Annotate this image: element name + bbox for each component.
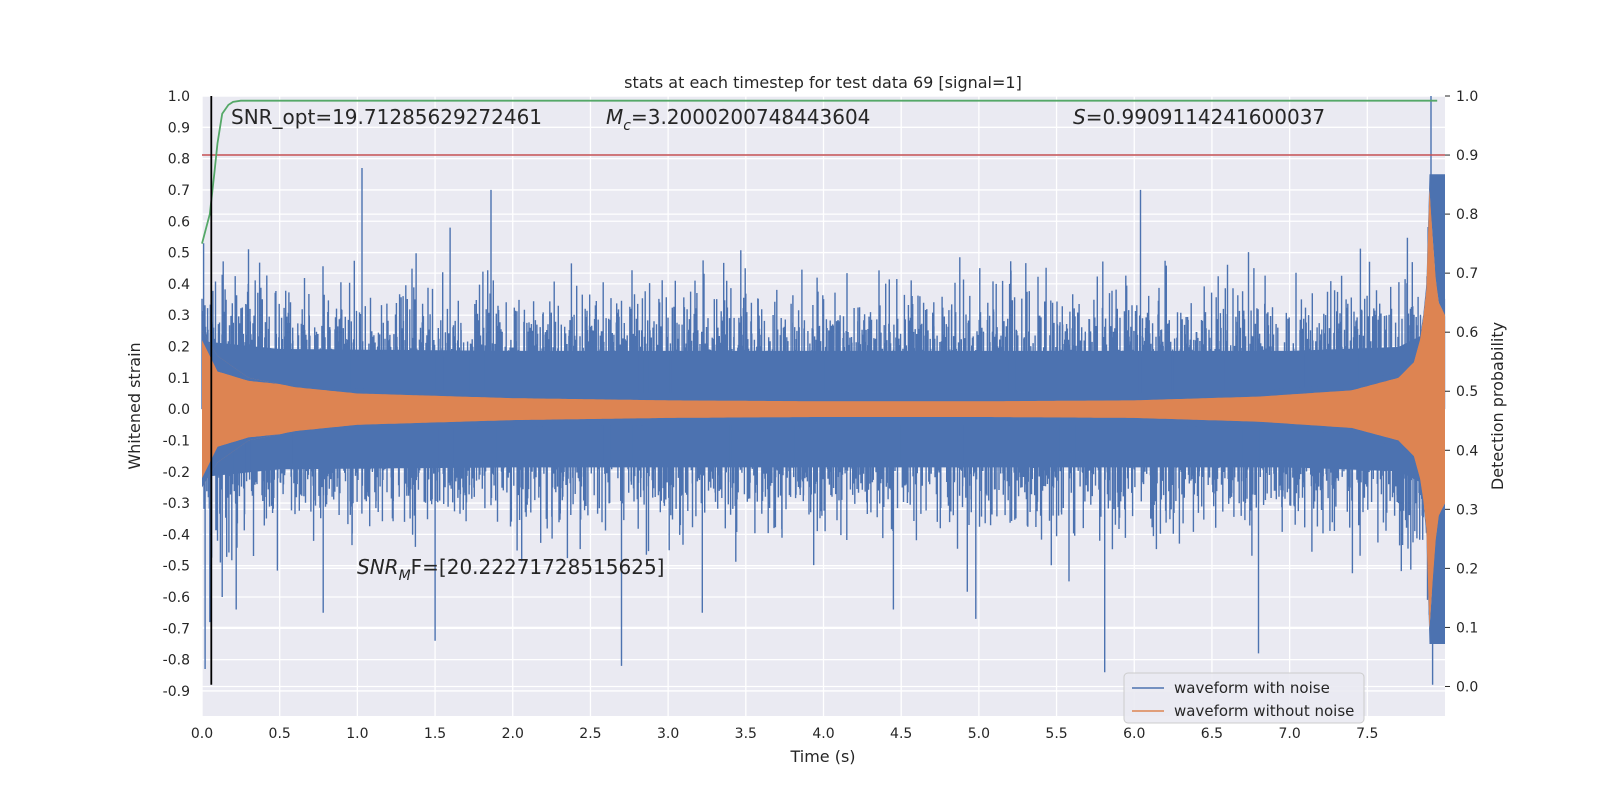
y-tick-label: -0.9	[163, 684, 190, 700]
x-tick-label: 5.5	[1045, 726, 1067, 742]
y-tick-label: 0.6	[168, 214, 190, 230]
axes: 0.0 0.5 1.0 1.5 2.0 2.5 3.0 3.5 4.0 4.5 5.0 5.5 6.0 6…	[163, 89, 1479, 742]
y-tick-label: 0.7	[168, 183, 190, 199]
legend-entry: waveform with noise	[1174, 679, 1330, 697]
noise-inner-edge	[202, 174, 1445, 645]
y-tick-label: 0.8	[168, 152, 190, 168]
x-tick-label: 1.5	[424, 726, 446, 742]
y2-tick-label: 0.3	[1456, 502, 1478, 518]
y-tick-label: 1.0	[168, 89, 190, 105]
annotation-chirp-mass: Mc=3.2000200748443604	[606, 105, 870, 134]
y2-tick-label: 0.9	[1456, 148, 1478, 164]
y2-axis-label: Detection probability	[1488, 322, 1507, 490]
snr-mf-subscript: M	[399, 568, 411, 584]
y2-tick-label: 0.4	[1456, 443, 1478, 459]
y-tick-label: -0.7	[163, 621, 190, 637]
chirp-core	[202, 189, 1445, 629]
y-tick-label: -0.8	[163, 653, 190, 669]
s-value: =0.9909114241600037	[1086, 105, 1325, 129]
y-tick-label: -0.1	[163, 433, 190, 449]
annotation-snr-mf: SNRMF=[20.22271728515625]	[357, 555, 664, 584]
x-tick-label: 3.0	[657, 726, 679, 742]
y2-tick-label: 0.8	[1456, 207, 1478, 223]
x-tick-label: 2.0	[502, 726, 524, 742]
y-tick-label: -0.6	[163, 590, 190, 606]
x-tick-label: 7.5	[1356, 726, 1378, 742]
x-tick-label: 4.5	[890, 726, 912, 742]
y-tick-label: 0.1	[168, 371, 190, 387]
x-tick-label: 7.0	[1278, 726, 1300, 742]
snr-mf-symbol: SNR	[357, 555, 399, 579]
x-tick-label: 5.0	[968, 726, 990, 742]
y-tick-label: 0.2	[168, 340, 190, 356]
chirp-mass-subscript: c	[623, 118, 631, 134]
y-axis-label: Whitened strain	[125, 342, 144, 469]
chart-title: stats at each timestep for test data 69 …	[624, 73, 1022, 92]
x-tick-label: 3.5	[735, 726, 757, 742]
series-detection-probability	[201, 99, 1438, 244]
x-tick-label: 0.0	[191, 726, 213, 742]
y-tick-label: 0.0	[168, 402, 190, 418]
y2-tick-label: 0.0	[1456, 679, 1478, 695]
y2-tick-label: 0.5	[1456, 384, 1478, 400]
x-tick-label: 4.0	[812, 726, 834, 742]
s-symbol: S	[1073, 105, 1086, 129]
y-tick-label: 0.9	[168, 120, 190, 136]
x-tick-label: 6.0	[1123, 726, 1145, 742]
y-tick-label: 0.4	[168, 277, 190, 293]
y-tick-label: -0.2	[163, 465, 190, 481]
x-tick-label: 2.5	[579, 726, 601, 742]
y2-tick-label: 1.0	[1456, 89, 1478, 105]
y2-tick-label: 0.6	[1456, 325, 1478, 341]
data-layer	[201, 96, 1446, 685]
y-tick-label: -0.4	[163, 527, 190, 543]
annotation-s: S=0.9909114241600037	[1073, 105, 1325, 129]
legend: waveform with noise waveform without nois…	[1123, 672, 1365, 724]
snr-mf-value: F=[20.22271728515625]	[411, 555, 665, 579]
legend-entry: waveform without noise	[1174, 702, 1354, 720]
chirp-mass-symbol: M	[606, 105, 623, 129]
x-tick-label: 6.5	[1201, 726, 1223, 742]
y-tick-label: 0.3	[168, 308, 190, 324]
y2-tick-label: 0.7	[1456, 266, 1478, 282]
y2-tick-label: 0.1	[1456, 620, 1478, 636]
x-tick-label: 1.0	[346, 726, 368, 742]
x-tick-label: 0.5	[269, 726, 291, 742]
y-tick-label: -0.5	[163, 559, 190, 575]
y2-tick-label: 0.2	[1456, 561, 1478, 577]
chirp-mass-value: =3.2000200748443604	[631, 105, 870, 129]
y-tick-label: -0.3	[163, 496, 190, 512]
y-tick-label: 0.5	[168, 246, 190, 262]
legend-box	[1123, 672, 1365, 724]
annotation-snr-opt: SNR_opt=19.71285629272461	[231, 105, 542, 129]
x-axis-label: Time (s)	[789, 747, 855, 766]
